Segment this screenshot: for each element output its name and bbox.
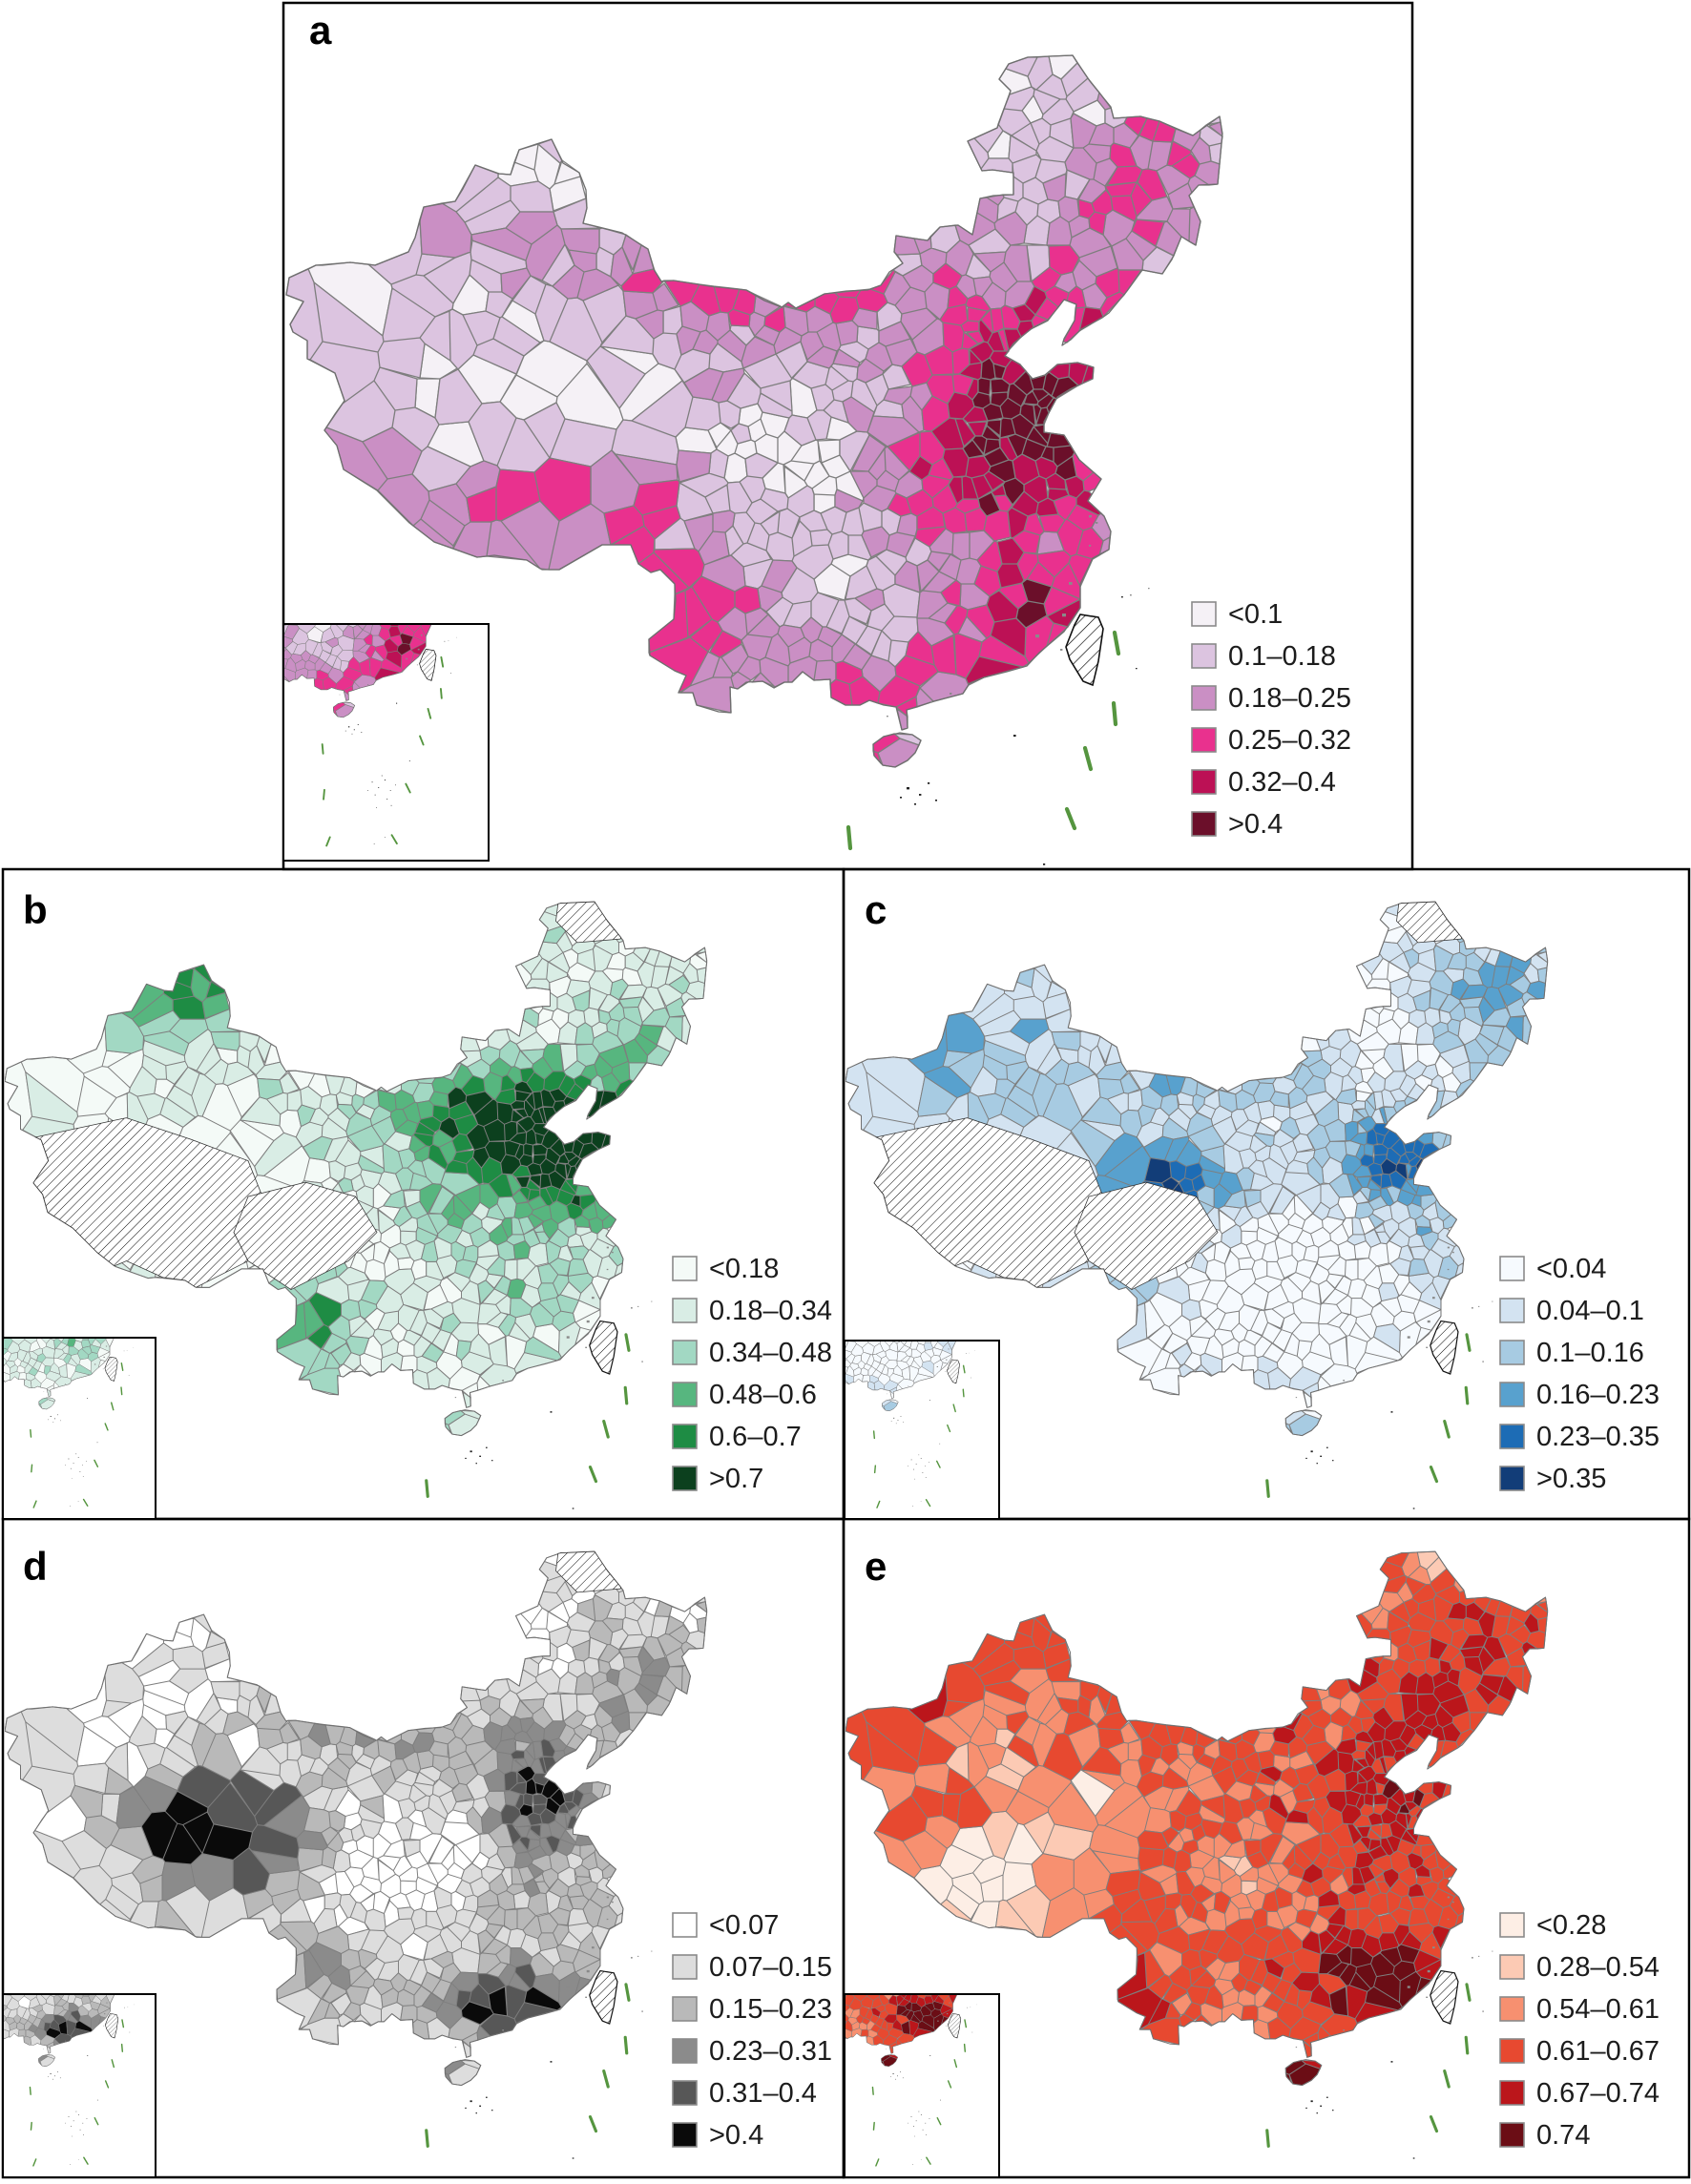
svg-text:0.67–0.74: 0.67–0.74 xyxy=(1536,2078,1660,2109)
svg-text:0.15–0.23: 0.15–0.23 xyxy=(709,1994,832,2025)
svg-text:0.31–0.4: 0.31–0.4 xyxy=(709,2078,817,2109)
svg-text:0.1–0.18: 0.1–0.18 xyxy=(1228,641,1336,672)
svg-text:0.23–0.35: 0.23–0.35 xyxy=(1536,1422,1660,1452)
svg-text:0.6–0.7: 0.6–0.7 xyxy=(709,1422,802,1452)
svg-text:<0.04: <0.04 xyxy=(1536,1254,1606,1284)
svg-text:<0.07: <0.07 xyxy=(709,1910,779,1941)
svg-text:0.61–0.67: 0.61–0.67 xyxy=(1536,2036,1660,2067)
svg-text:0.25–0.32: 0.25–0.32 xyxy=(1228,725,1351,756)
svg-text:0.28–0.54: 0.28–0.54 xyxy=(1536,1952,1660,1983)
svg-text:0.32–0.4: 0.32–0.4 xyxy=(1228,767,1336,798)
svg-text:0.48–0.6: 0.48–0.6 xyxy=(709,1380,817,1410)
svg-text:<0.28: <0.28 xyxy=(1536,1910,1606,1941)
svg-text:0.1–0.16: 0.1–0.16 xyxy=(1536,1338,1644,1368)
svg-text:0.16–0.23: 0.16–0.23 xyxy=(1536,1380,1660,1410)
svg-text:>0.7: >0.7 xyxy=(709,1464,763,1494)
svg-text:0.18–0.25: 0.18–0.25 xyxy=(1228,683,1351,714)
svg-text:b: b xyxy=(23,887,48,932)
svg-text:0.18–0.34: 0.18–0.34 xyxy=(709,1296,832,1326)
svg-text:>0.4: >0.4 xyxy=(1228,809,1283,840)
svg-text:0.54–0.61: 0.54–0.61 xyxy=(1536,1994,1660,2025)
svg-text:<0.18: <0.18 xyxy=(709,1254,779,1284)
svg-text:d: d xyxy=(23,1544,48,1589)
svg-text:c: c xyxy=(865,887,887,932)
svg-text:<0.1: <0.1 xyxy=(1228,599,1283,630)
svg-text:0.04–0.1: 0.04–0.1 xyxy=(1536,1296,1644,1326)
svg-text:a: a xyxy=(309,8,332,52)
svg-text:>0.4: >0.4 xyxy=(709,2120,763,2151)
svg-text:0.23–0.31: 0.23–0.31 xyxy=(709,2036,832,2067)
svg-text:e: e xyxy=(865,1544,887,1589)
svg-text:0.74: 0.74 xyxy=(1536,2120,1590,2151)
svg-text:0.34–0.48: 0.34–0.48 xyxy=(709,1338,832,1368)
svg-text:0.07–0.15: 0.07–0.15 xyxy=(709,1952,832,1983)
svg-text:>0.35: >0.35 xyxy=(1536,1464,1606,1494)
